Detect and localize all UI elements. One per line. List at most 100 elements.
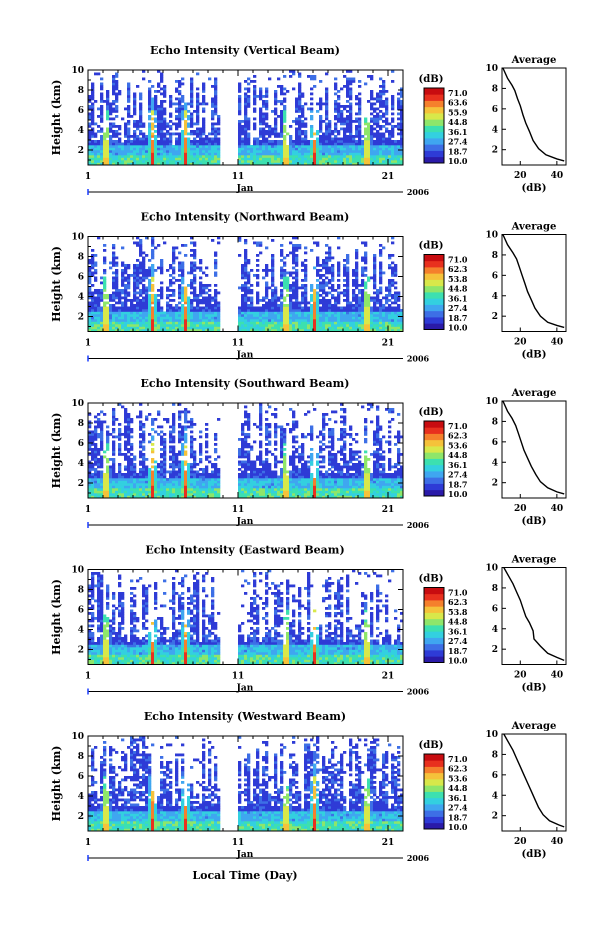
heatmap-cell — [283, 307, 286, 310]
heatmap-cell — [397, 105, 400, 108]
heatmap-cell — [97, 140, 100, 143]
heatmap-cell — [157, 125, 160, 128]
heatmap-cell — [127, 105, 130, 108]
heatmap-cell — [334, 83, 337, 86]
heatmap-cell — [109, 307, 112, 310]
heatmap-cell — [205, 103, 208, 106]
heatmap-cell — [355, 267, 358, 270]
heatmap-cell — [301, 143, 304, 146]
heatmap-cell — [253, 307, 256, 310]
heatmap-cell — [184, 287, 187, 290]
heatmap-cell — [364, 158, 367, 161]
heatmap-cell — [292, 252, 295, 255]
heatmap-cell — [292, 324, 295, 327]
heatmap-cell — [208, 314, 211, 317]
heatmap-cell — [208, 78, 211, 81]
heatmap-cell — [184, 153, 187, 156]
heatmap-cell — [148, 289, 151, 292]
heatmap-cell — [340, 140, 343, 143]
heatmap-cell — [364, 138, 367, 141]
heatmap-cell — [286, 279, 289, 282]
heatmap-cell — [304, 150, 307, 153]
heatmap-cell — [193, 282, 196, 285]
heatmap-cell — [295, 317, 298, 320]
heatmap-cell — [349, 93, 352, 96]
heatmap-cell — [181, 133, 184, 136]
heatmap-cell — [127, 135, 130, 138]
heatmap-cell — [268, 322, 271, 325]
heatmap-cell — [193, 262, 196, 265]
heatmap-cell — [97, 461, 100, 464]
heatmap-cell — [100, 471, 103, 474]
heatmap-cell — [154, 314, 157, 317]
heatmap-cell — [178, 108, 181, 111]
heatmap-cell — [97, 115, 100, 118]
heatmap-cell — [148, 284, 151, 287]
heatmap-cell — [247, 317, 250, 320]
heatmap-cell — [127, 83, 130, 86]
heatmap-cell — [139, 486, 142, 489]
heatmap-cell — [124, 267, 127, 270]
heatmap-cell — [106, 100, 109, 103]
heatmap-cell — [382, 113, 385, 116]
heatmap-cell — [313, 312, 316, 315]
heatmap-cell — [376, 327, 379, 330]
heatmap-cell — [319, 103, 322, 106]
heatmap-cell — [211, 239, 214, 242]
heatmap-cell — [262, 133, 265, 136]
heatmap-cell — [355, 272, 358, 275]
heatmap-cell — [163, 324, 166, 327]
heatmap-cell — [337, 160, 340, 163]
heatmap-cell — [106, 433, 109, 436]
heatmap-cell — [259, 128, 262, 131]
heatmap-cell — [370, 317, 373, 320]
heatmap-cell — [91, 123, 94, 126]
heatmap-cell — [322, 292, 325, 295]
heatmap-cell — [178, 98, 181, 101]
heatmap-cell — [100, 446, 103, 449]
heatmap-cell — [253, 155, 256, 158]
heatmap-cell — [253, 138, 256, 141]
heatmap-cell — [262, 115, 265, 118]
heatmap-cell — [142, 317, 145, 320]
heatmap-cell — [100, 483, 103, 486]
heatmap-cell — [301, 123, 304, 126]
heatmap-cell — [151, 324, 154, 327]
heatmap-cell — [115, 145, 118, 148]
heatmap-cell — [199, 324, 202, 327]
heatmap-cell — [301, 287, 304, 290]
heatmap-cell — [202, 130, 205, 133]
heatmap-cell — [271, 307, 274, 310]
heatmap-cell — [346, 110, 349, 113]
heatmap-cell — [358, 292, 361, 295]
heatmap-cell — [367, 312, 370, 315]
heatmap-cell — [283, 274, 286, 277]
colorbar-segment — [424, 157, 444, 164]
heatmap-cell — [205, 324, 208, 327]
heatmap-cell — [133, 264, 136, 267]
heatmap-cell — [205, 148, 208, 151]
heatmap-cell — [337, 143, 340, 146]
heatmap-cell — [166, 123, 169, 126]
heatmap-cell — [370, 125, 373, 128]
heatmap-cell — [109, 118, 112, 121]
heatmap-cell — [115, 105, 118, 108]
heatmap-cell — [94, 471, 97, 474]
heatmap-cell — [322, 289, 325, 292]
heatmap-cell — [358, 302, 361, 305]
heatmap-cell — [208, 145, 211, 148]
heatmap-cell — [259, 155, 262, 158]
heatmap-cell — [259, 327, 262, 330]
heatmap-cell — [127, 421, 130, 424]
heatmap-cell — [244, 105, 247, 108]
heatmap-cell — [364, 130, 367, 133]
heatmap-cell — [148, 93, 151, 96]
heatmap-cell — [391, 143, 394, 146]
heatmap-cell — [277, 148, 280, 151]
heatmap-cell — [346, 145, 349, 148]
heatmap-cell — [319, 284, 322, 287]
heatmap-cell — [316, 272, 319, 275]
heatmap-cell — [337, 118, 340, 121]
heatmap-cell — [127, 423, 130, 426]
heatmap-cell — [301, 155, 304, 158]
